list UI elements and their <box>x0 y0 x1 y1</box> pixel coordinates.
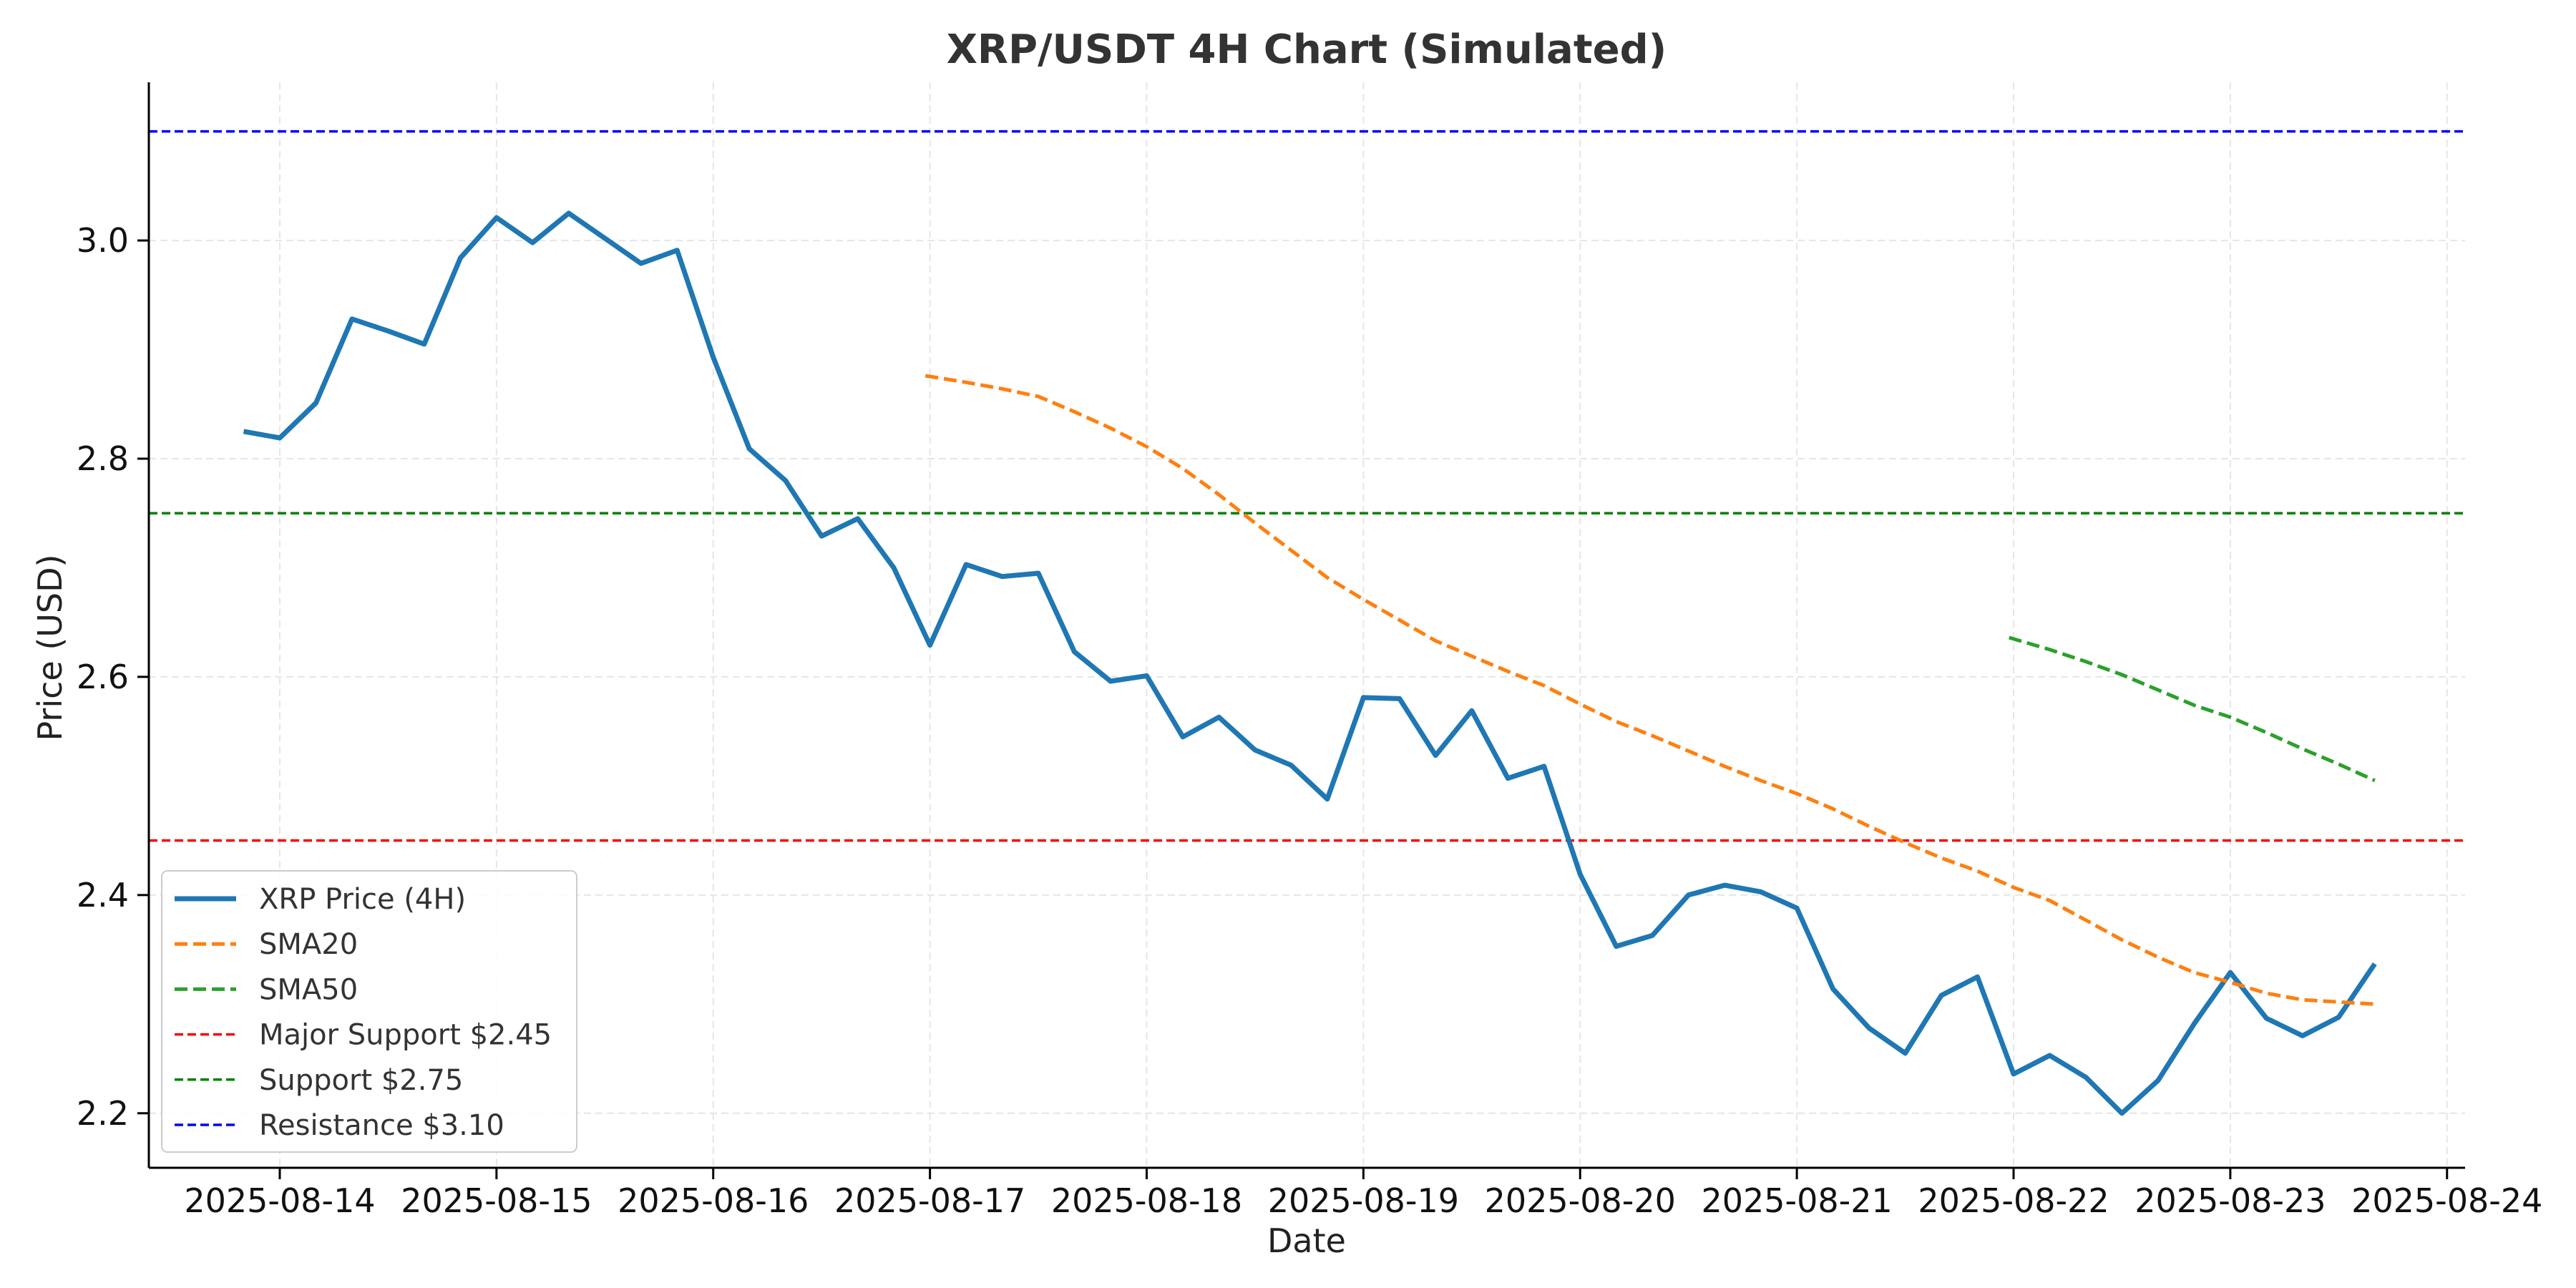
x-axis-label: Date <box>1267 1221 1346 1260</box>
chart-title: XRP/USDT 4H Chart (Simulated) <box>947 26 1667 73</box>
y-tick-label: 2.8 <box>77 439 129 478</box>
x-tick-label: 2025-08-14 <box>184 1181 375 1220</box>
series-line <box>924 374 2375 1006</box>
legend-box <box>161 870 577 1153</box>
x-tick-label: 2025-08-23 <box>2135 1181 2326 1220</box>
legend-entries: XRP Price (4H) SMA20 SMA50 Major Support $2… <box>175 883 552 1142</box>
y-ticks: 2.2 2.4 2.6 2.8 3.0 <box>77 221 149 1133</box>
legend-label: Support $2.75 <box>259 1064 463 1097</box>
series-line <box>243 210 2377 1116</box>
y-tick-label: 2.2 <box>77 1094 129 1133</box>
x-tick-label: 2025-08-21 <box>1701 1181 1892 1220</box>
x-tick-label: 2025-08-15 <box>401 1181 592 1220</box>
series <box>243 210 2377 1116</box>
x-tick-label: 2025-08-16 <box>618 1181 809 1220</box>
x-tick-label: 2025-08-18 <box>1051 1181 1242 1220</box>
x-tick-label: 2025-08-17 <box>834 1181 1025 1220</box>
x-tick-label: 2025-08-22 <box>1918 1181 2109 1220</box>
y-tick-label: 2.6 <box>77 658 129 696</box>
legend: XRP Price (4H) SMA20 SMA50 Major Support $2… <box>161 870 577 1153</box>
x-ticks: 2025-08-14 2025-08-15 2025-08-16 2025-08-17… <box>184 1168 2542 1220</box>
legend-label: XRP Price (4H) <box>259 883 466 916</box>
grid <box>149 82 2465 1168</box>
x-tick-label: 2025-08-20 <box>1485 1181 1676 1220</box>
legend-label: SMA20 <box>259 928 358 961</box>
x-tick-label: 2025-08-19 <box>1268 1181 1459 1220</box>
y-axis-label: Price (USD) <box>31 554 69 741</box>
y-tick-label: 3.0 <box>77 221 129 260</box>
legend-label: Resistance $3.10 <box>259 1109 504 1142</box>
x-tick-label: 2025-08-24 <box>2351 1181 2542 1220</box>
legend-label: Major Support $2.45 <box>259 1019 552 1052</box>
y-tick-label: 2.4 <box>77 876 129 914</box>
legend-label: SMA50 <box>259 973 358 1006</box>
axes <box>147 82 2465 1169</box>
series-line <box>2008 635 2376 783</box>
